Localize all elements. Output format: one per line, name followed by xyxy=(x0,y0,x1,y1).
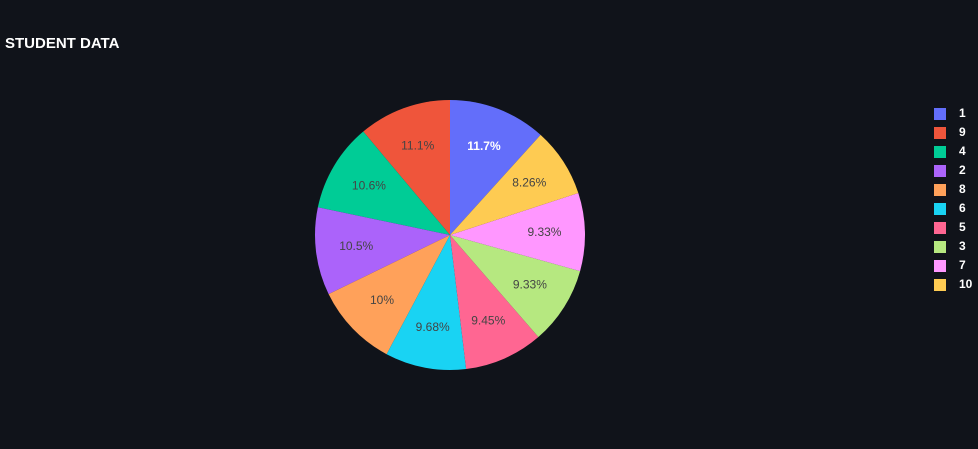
legend-swatch[interactable] xyxy=(934,279,946,291)
pie-slice[interactable] xyxy=(450,235,581,338)
pie-slice[interactable] xyxy=(450,235,539,370)
pie-slice[interactable] xyxy=(450,134,579,235)
slice-label: 9.33% xyxy=(513,278,547,292)
legend-label[interactable]: 8 xyxy=(959,182,966,196)
slice-label: 9.33% xyxy=(527,225,561,239)
slice-label: 11.1% xyxy=(401,138,434,152)
legend-label[interactable]: 3 xyxy=(959,239,966,253)
legend-label[interactable]: 1 xyxy=(959,106,966,120)
slice-label: 10% xyxy=(370,293,394,307)
slice-label: 11.7% xyxy=(467,139,501,153)
legend-swatch[interactable] xyxy=(934,260,946,272)
pie-slice[interactable] xyxy=(450,193,585,272)
legend-label[interactable]: 7 xyxy=(959,258,966,272)
slice-label: 9.45% xyxy=(471,314,505,328)
legend-label[interactable]: 2 xyxy=(959,163,966,177)
slice-label: 8.26% xyxy=(512,176,546,190)
legend-swatch[interactable] xyxy=(934,165,946,177)
legend-swatch[interactable] xyxy=(934,241,946,253)
legend-label[interactable]: 4 xyxy=(959,144,966,158)
pie-slice[interactable] xyxy=(315,207,450,295)
legend-swatch[interactable] xyxy=(934,127,946,139)
legend-label[interactable]: 9 xyxy=(959,125,966,139)
legend-label[interactable]: 10 xyxy=(959,277,973,291)
legend-label[interactable]: 5 xyxy=(959,220,966,234)
pie-slice[interactable] xyxy=(317,131,450,235)
legend-swatch[interactable] xyxy=(934,222,946,234)
chart-title: STUDENT DATA xyxy=(5,35,120,52)
pie-slice[interactable] xyxy=(363,100,450,235)
pie-slice[interactable] xyxy=(450,100,541,235)
legend-swatch[interactable] xyxy=(934,203,946,215)
slice-label: 9.68% xyxy=(416,320,450,334)
legend-swatch[interactable] xyxy=(934,184,946,196)
legend-swatch[interactable] xyxy=(934,146,946,158)
slice-label: 10.6% xyxy=(352,179,386,193)
pie-slice[interactable] xyxy=(328,235,450,355)
legend-label[interactable]: 6 xyxy=(959,201,966,215)
pie-slice[interactable] xyxy=(386,235,467,370)
slice-label: 10.5% xyxy=(339,239,373,253)
legend-swatch[interactable] xyxy=(934,108,946,120)
